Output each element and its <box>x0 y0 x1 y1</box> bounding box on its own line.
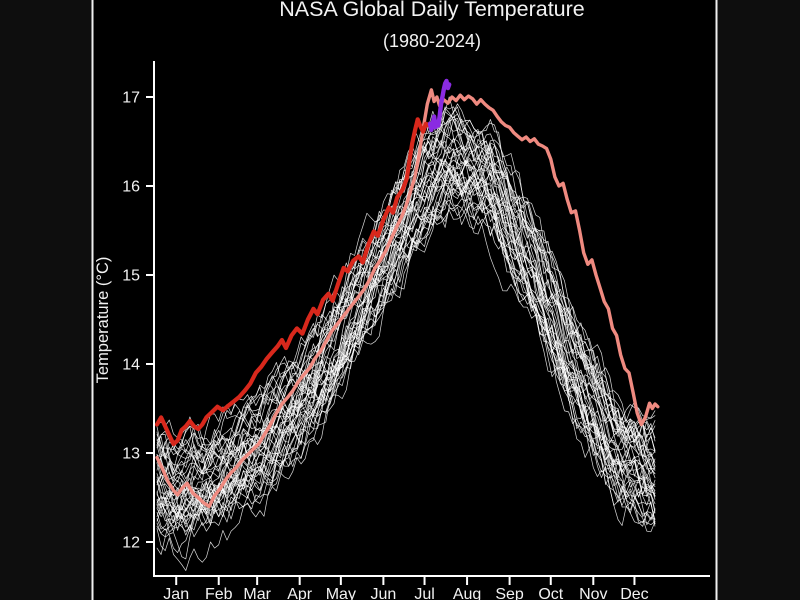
year-line <box>156 179 656 538</box>
x-tick-label-jul: Jul <box>414 586 434 600</box>
year-line <box>156 107 656 457</box>
x-tick-label-jan: Jan <box>163 586 189 600</box>
year-line <box>156 206 656 571</box>
year-line <box>156 117 656 467</box>
series-line-2024 <box>154 117 433 447</box>
y-axis-ticks: 12 13 14 15 16 17 <box>122 90 154 552</box>
series-line-2023 <box>155 88 660 509</box>
series-line-2024-most-recent-days <box>427 78 452 133</box>
year-line <box>156 174 656 524</box>
y-tick-label: 14 <box>122 357 140 374</box>
year-line <box>156 163 656 524</box>
y-tick-label: 16 <box>122 179 140 196</box>
y-tick-label: 12 <box>122 535 140 552</box>
y-tick-label: 17 <box>122 90 140 107</box>
chart-title: NASA Global Daily Temperature <box>279 0 585 21</box>
x-tick-label-oct: Oct <box>538 586 563 600</box>
historical-years-lines <box>156 96 656 571</box>
x-tick-label-dec: Dec <box>620 586 648 600</box>
year-line <box>156 150 656 500</box>
y-tick-label: 15 <box>122 268 140 285</box>
x-tick-label-sep: Sep <box>495 586 524 600</box>
year-line <box>156 184 656 530</box>
x-tick-label-feb: Feb <box>205 586 233 600</box>
x-tick-label-apr: Apr <box>287 586 313 600</box>
x-tick-label-may: May <box>326 586 356 600</box>
year-line <box>156 103 656 454</box>
y-tick-label: 13 <box>122 446 140 463</box>
x-axis-ticks: Jan Feb Mar Apr May Jun Jul Aug Sep Oct Nov Dec <box>163 576 649 600</box>
x-tick-label-mar: Mar <box>243 586 271 600</box>
year-line <box>156 159 656 511</box>
y-axis-label: Temperature (°C) <box>94 257 112 384</box>
x-tick-label-aug: Aug <box>453 586 481 600</box>
chart-subtitle: (1980-2024) <box>383 31 481 51</box>
year-line <box>156 171 656 533</box>
year-line <box>156 162 656 524</box>
x-tick-label-jun: Jun <box>370 586 396 600</box>
year-line <box>156 166 656 518</box>
highlight-series-lines <box>154 78 660 509</box>
year-line <box>156 159 656 515</box>
x-tick-label-nov: Nov <box>579 586 607 600</box>
year-line <box>156 96 656 460</box>
